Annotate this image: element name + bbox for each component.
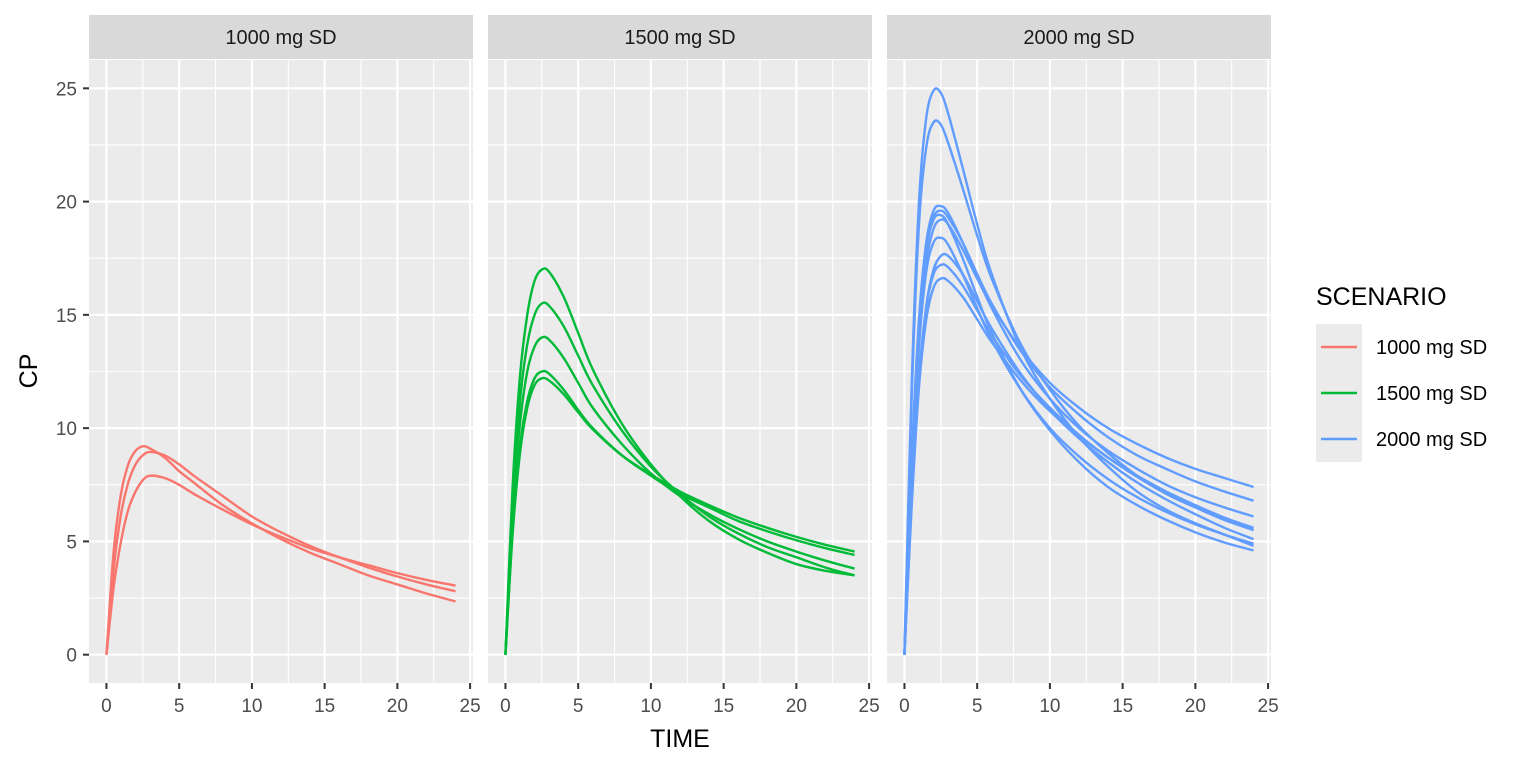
y-tick-label: 25 <box>56 79 77 100</box>
x-tick-label: 20 <box>786 696 807 717</box>
legend-entry-label: 1000 mg SD <box>1376 337 1487 359</box>
subject-curve-2 <box>105 450 456 655</box>
x-tick-label: 25 <box>1258 696 1279 717</box>
legend-title: SCENARIO <box>1316 283 1447 311</box>
x-tick-label: 10 <box>1039 696 1060 717</box>
x-tick-label: 20 <box>1185 696 1206 717</box>
strip-label: 1500 mg SD <box>624 27 735 49</box>
subject-curve-1 <box>105 444 456 655</box>
legend: SCENARIO 1000 mg SD 1500 mg SD 2000 mg SD <box>1316 283 1487 462</box>
subject-curve-1 <box>504 267 855 655</box>
strip-label: 2000 mg SD <box>1023 27 1134 49</box>
y-axis: 0 5 10 15 20 25 <box>56 79 89 667</box>
subject-curve-10 <box>903 276 1254 655</box>
y-axis-title: CP <box>15 354 43 389</box>
facet-panel-1: 1000 mg SD 0 5 10 15 20 25 <box>89 15 481 717</box>
subject-curve-3 <box>504 335 855 655</box>
facet-panels: 1000 mg SD 0 5 10 15 20 25 1500 mg SD 0 5 10 15 20 25… <box>89 15 1279 717</box>
y-tick-label: 10 <box>56 419 77 440</box>
y-tick-label: 5 <box>66 532 77 553</box>
x-tick-label: 15 <box>713 696 734 717</box>
subject-curve-2 <box>504 301 855 655</box>
subject-curve-1 <box>903 87 1254 655</box>
x-tick-label: 5 <box>174 696 185 717</box>
x-tick-label: 25 <box>859 696 880 717</box>
x-tick-label: 5 <box>573 696 584 717</box>
facet-panel-3: 2000 mg SD 0 5 10 15 20 25 <box>887 15 1279 717</box>
legend-entry-label: 1500 mg SD <box>1376 383 1487 405</box>
y-tick-label: 15 <box>56 306 77 327</box>
subject-curve-5 <box>504 376 855 655</box>
x-tick-label: 0 <box>500 696 511 717</box>
x-tick-label: 0 <box>101 696 112 717</box>
x-tick-label: 5 <box>972 696 983 717</box>
strip-background <box>887 15 1271 59</box>
x-tick-label: 15 <box>1112 696 1133 717</box>
legend-entry-label: 2000 mg SD <box>1376 429 1487 451</box>
facet-panel-2: 1500 mg SD 0 5 10 15 20 25 <box>488 15 880 717</box>
y-tick-label: 20 <box>56 193 77 214</box>
subject-curve-3 <box>105 474 456 655</box>
y-tick-label: 0 <box>66 646 77 667</box>
x-tick-label: 10 <box>241 696 262 717</box>
strip-label: 1000 mg SD <box>225 27 336 49</box>
x-tick-label: 25 <box>460 696 481 717</box>
x-tick-label: 10 <box>640 696 661 717</box>
x-tick-label: 20 <box>387 696 408 717</box>
strip-background <box>89 15 473 59</box>
strip-background <box>488 15 872 59</box>
x-tick-label: 15 <box>314 696 335 717</box>
x-axis-title: TIME <box>650 725 710 753</box>
x-tick-label: 0 <box>899 696 910 717</box>
